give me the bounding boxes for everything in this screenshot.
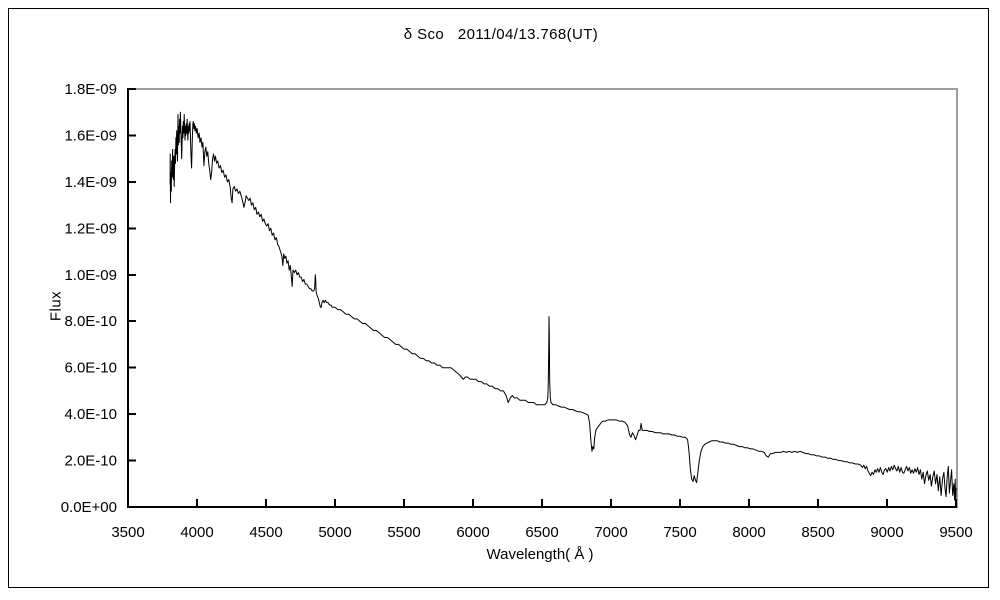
y-tick <box>129 180 136 183</box>
y-tick-label: 1.6E-09 <box>64 127 117 144</box>
y-tick-label: 8.0E-10 <box>64 313 117 330</box>
y-tick-label: 2.0E-10 <box>64 453 117 470</box>
x-axis-line <box>127 506 957 508</box>
x-tick-label: 8000 <box>732 524 765 541</box>
x-tick <box>748 499 750 506</box>
y-tick-label: 4.0E-10 <box>64 406 117 423</box>
y-tick-label: 0.0E+00 <box>61 499 117 516</box>
y-tick <box>129 88 136 90</box>
figure-border <box>8 8 989 588</box>
x-tick-label: 6000 <box>456 524 489 541</box>
y-tick <box>129 320 136 323</box>
x-tick-label: 3500 <box>111 524 144 541</box>
x-tick-label: 7000 <box>594 524 627 541</box>
x-tick <box>679 499 681 506</box>
y-tick-label: 1.0E-09 <box>64 267 117 284</box>
y-tick <box>129 366 136 369</box>
y-tick-label: 1.2E-09 <box>64 220 117 237</box>
y-tick <box>129 506 136 508</box>
y-tick <box>129 273 136 276</box>
x-axis-title: Wavelength( Å ) <box>486 546 594 563</box>
x-tick <box>196 499 198 506</box>
x-tick-label: 6500 <box>525 524 558 541</box>
x-tick <box>886 499 888 506</box>
y-axis-line <box>127 88 129 508</box>
x-tick <box>403 499 405 506</box>
x-tick-label: 4500 <box>249 524 282 541</box>
x-tick <box>334 499 336 506</box>
plot-top-border <box>127 88 958 90</box>
x-tick <box>610 499 612 506</box>
x-tick <box>817 499 819 506</box>
x-tick <box>472 499 474 506</box>
x-tick <box>265 499 267 506</box>
y-tick <box>129 227 136 230</box>
chart-title: δ Sco 2011/04/13.768(UT) <box>403 26 599 43</box>
y-tick-label: 6.0E-10 <box>64 360 117 377</box>
x-tick-label: 5500 <box>387 524 420 541</box>
x-tick-label: 8500 <box>801 524 834 541</box>
spectrum-curve <box>169 111 957 503</box>
x-tick-label: 7500 <box>663 524 696 541</box>
y-tick-label: 1.4E-09 <box>64 174 117 191</box>
x-tick-label: 9500 <box>939 524 972 541</box>
x-tick-label: 9000 <box>870 524 903 541</box>
x-tick <box>541 499 543 506</box>
y-tick <box>129 413 136 416</box>
plot-right-border <box>956 88 958 508</box>
y-tick-label: 1.8E-09 <box>64 81 117 98</box>
x-tick-label: 4000 <box>180 524 213 541</box>
y-tick <box>129 459 136 462</box>
x-tick <box>127 499 129 506</box>
y-tick <box>129 134 136 137</box>
x-tick-label: 5000 <box>318 524 351 541</box>
